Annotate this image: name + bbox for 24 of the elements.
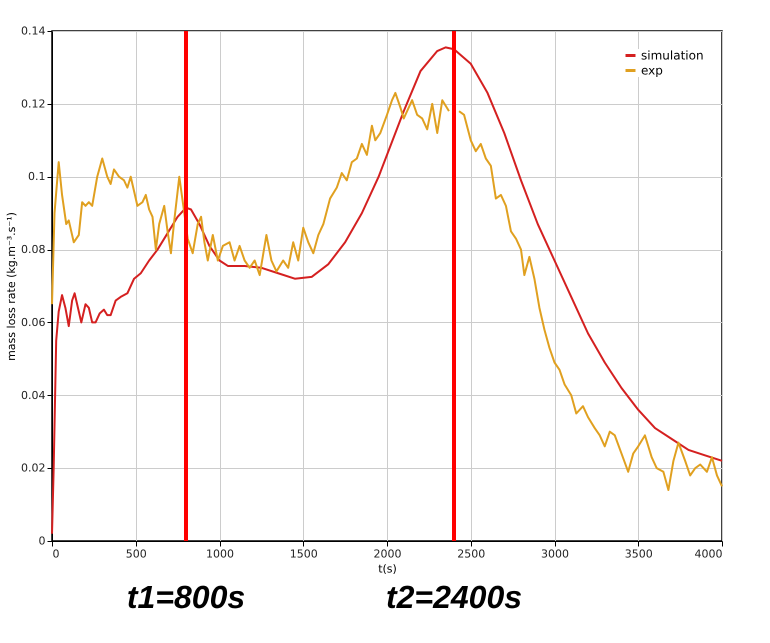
y-tick-label: 0.12: [21, 97, 46, 110]
ref-line-label: t1=800s: [126, 579, 246, 615]
x-tick-label: 3000: [541, 548, 569, 560]
ref-line-label: t2=2400s: [386, 579, 522, 615]
y-tick-label: 0: [38, 534, 46, 548]
y-tick-label: 0.02: [21, 462, 46, 475]
y-tick-label: 0.04: [21, 388, 46, 402]
x-tick-label: 3500: [624, 548, 653, 560]
y-tick-label: 0.14: [21, 24, 46, 38]
x-tick-label: 2500: [457, 548, 486, 560]
y-tick-label: 0.08: [21, 243, 46, 256]
x-tick-label: 500: [126, 548, 147, 560]
x-tick-label: 0: [52, 548, 60, 560]
legend-label: simulation: [641, 48, 704, 62]
x-tick-label: 4000: [694, 548, 722, 560]
y-tick-label: 0.1: [28, 170, 46, 184]
x-tick-label: 1500: [290, 548, 318, 560]
line-series: [51, 46, 723, 535]
y-axis-title: mass loss rate (kg.m⁻³.s⁻¹): [5, 212, 18, 361]
x-tick-label: 2000: [374, 548, 402, 560]
y-tick-label: 0.06: [21, 316, 46, 329]
x-axis-title: t(s): [378, 562, 397, 576]
x-tick-label: 1000: [206, 548, 234, 560]
legend-label: exp: [641, 64, 663, 78]
